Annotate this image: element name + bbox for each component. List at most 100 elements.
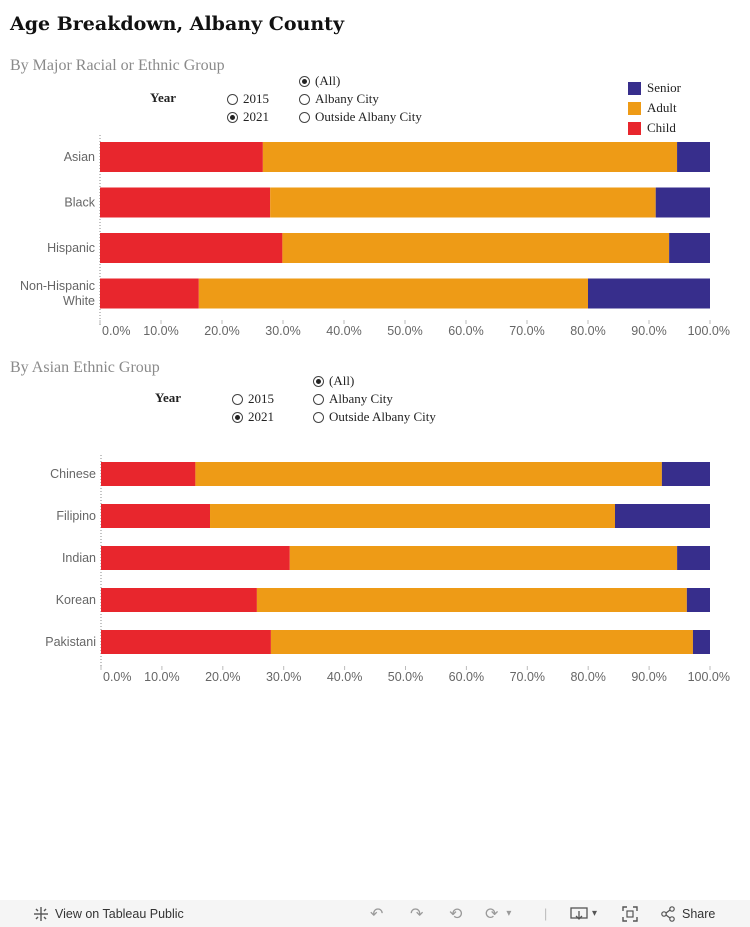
share-button[interactable]: Share: [660, 900, 715, 927]
radio-selected-icon: [227, 111, 238, 123]
year-option-2015[interactable]: 2015: [232, 391, 274, 407]
legend-item-child[interactable]: Child: [628, 118, 681, 138]
undo-icon[interactable]: ↶: [370, 905, 384, 923]
revert-icon[interactable]: ⟲: [449, 905, 463, 923]
area-option-albany-city[interactable]: Albany City: [299, 91, 379, 107]
radio-selected-icon: [313, 375, 324, 387]
bar-child-filipino: [101, 504, 211, 528]
bar-child-chinese: [101, 462, 196, 486]
x-tick-label: 0.0%: [102, 324, 131, 338]
legend-swatch-senior: [628, 81, 641, 95]
bar-senior-black: [655, 187, 710, 218]
area-option-albany-city[interactable]: Albany City: [313, 391, 393, 407]
chevron-down-icon[interactable]: ▾: [506, 908, 512, 919]
share-icon: [661, 905, 675, 922]
bar-senior-asian: [677, 142, 710, 172]
area-option-all[interactable]: (All): [313, 373, 354, 389]
bar-senior-chinese: [661, 462, 710, 486]
view-on-tableau-label: View on Tableau Public: [55, 906, 184, 921]
legend-item-senior[interactable]: Senior: [628, 78, 681, 98]
year-filter-label: Year: [155, 390, 181, 405]
section-title-racial: By Major Racial or Ethnic Group: [10, 57, 225, 74]
bar-senior-hispanic: [669, 233, 710, 263]
year-option-label: 2021: [243, 109, 269, 124]
x-tick-label: 90.0%: [631, 670, 666, 684]
category-label: Hispanic: [47, 241, 95, 255]
x-tick-label: 50.0%: [388, 670, 423, 684]
legend-label: Adult: [647, 100, 677, 115]
area-option-label: Outside Albany City: [315, 109, 422, 124]
category-label: Filipino: [56, 509, 96, 523]
view-on-tableau-link[interactable]: View on Tableau Public: [33, 900, 184, 927]
bar-adult-korean: [256, 588, 687, 612]
bar-adult-pakistani: [270, 630, 693, 654]
radio-icon: [313, 411, 324, 423]
x-tick-label: 90.0%: [631, 324, 666, 338]
x-tick-label: 60.0%: [448, 324, 483, 338]
x-tick-label: 60.0%: [449, 670, 484, 684]
category-label: Asian: [64, 150, 95, 164]
year-option-label: 2015: [248, 391, 274, 406]
bar-child-korean: [101, 588, 257, 612]
area-option-label: Outside Albany City: [329, 409, 436, 424]
radio-icon: [313, 393, 324, 405]
bar-senior-korean: [686, 588, 710, 612]
category-label: Indian: [62, 551, 96, 565]
year-filter-label: Year: [150, 90, 176, 105]
legend-item-adult[interactable]: Adult: [628, 98, 681, 118]
bar-adult-asian: [262, 142, 678, 172]
legend-swatch-adult: [628, 101, 641, 115]
category-label: Korean: [56, 593, 96, 607]
bar-adult-filipino: [210, 504, 615, 528]
year-option-label: 2021: [248, 409, 274, 424]
legend-label: Senior: [647, 80, 681, 95]
year-option-2015[interactable]: 2015: [227, 91, 269, 107]
chart-asian-groups: Chinese Filipino Indian Korean Pakistani 0.0%…: [45, 455, 730, 684]
x-tick-label: 30.0%: [265, 324, 300, 338]
bar-child-black: [100, 187, 271, 218]
page-title: Age Breakdown, Albany County: [10, 13, 344, 35]
redo-icon[interactable]: ↷: [410, 905, 424, 923]
toolbar-divider: |: [544, 906, 548, 921]
category-label: Non-Hispanic: [20, 279, 95, 293]
x-tick-label: 40.0%: [327, 670, 362, 684]
refresh-icon[interactable]: ⟳: [485, 905, 499, 923]
category-label: Chinese: [50, 467, 96, 481]
bar-child-non-hispanic-white: [100, 278, 199, 309]
bar-adult-chinese: [195, 462, 662, 486]
x-tick-label: 20.0%: [205, 670, 240, 684]
legend-swatch-child: [628, 121, 641, 135]
legend-label: Child: [647, 120, 676, 135]
x-tick-label: 10.0%: [144, 670, 179, 684]
radio-selected-icon: [299, 75, 310, 87]
download-icon[interactable]: [570, 906, 588, 922]
bar-senior-pakistani: [692, 630, 710, 654]
area-option-label: (All): [315, 73, 341, 88]
area-option-all[interactable]: (All): [299, 73, 340, 89]
bar-adult-indian: [289, 546, 678, 570]
tableau-toolbar: View on Tableau Public ↶ ↷ ⟲ ⟳ ▾ | ▾: [0, 900, 750, 927]
area-option-outside-albany[interactable]: Outside Albany City: [299, 109, 422, 125]
x-tick-label: 30.0%: [266, 670, 301, 684]
tableau-logo-icon: [34, 906, 48, 921]
x-tick-label: 20.0%: [204, 324, 239, 338]
x-tick-label: 10.0%: [143, 324, 178, 338]
year-option-2021[interactable]: 2021: [232, 409, 274, 425]
radio-icon: [299, 111, 310, 123]
legend: Senior Adult Child: [628, 78, 681, 138]
category-label: White: [63, 294, 95, 308]
year-option-2021[interactable]: 2021: [227, 109, 269, 125]
year-option-label: 2015: [243, 91, 269, 106]
bar-senior-non-hispanic-white: [588, 278, 710, 309]
radio-selected-icon: [232, 411, 243, 423]
fullscreen-icon[interactable]: [622, 905, 638, 922]
area-option-label: Albany City: [315, 91, 379, 106]
bar-adult-non-hispanic-white: [198, 278, 588, 309]
bar-adult-black: [270, 187, 656, 218]
x-tick-label: 80.0%: [570, 324, 605, 338]
bar-child-pakistani: [101, 630, 271, 654]
area-option-outside-albany[interactable]: Outside Albany City: [313, 409, 436, 425]
bar-senior-indian: [677, 546, 710, 570]
chevron-down-icon[interactable]: ▾: [592, 908, 598, 919]
x-tick-label: 80.0%: [570, 670, 605, 684]
